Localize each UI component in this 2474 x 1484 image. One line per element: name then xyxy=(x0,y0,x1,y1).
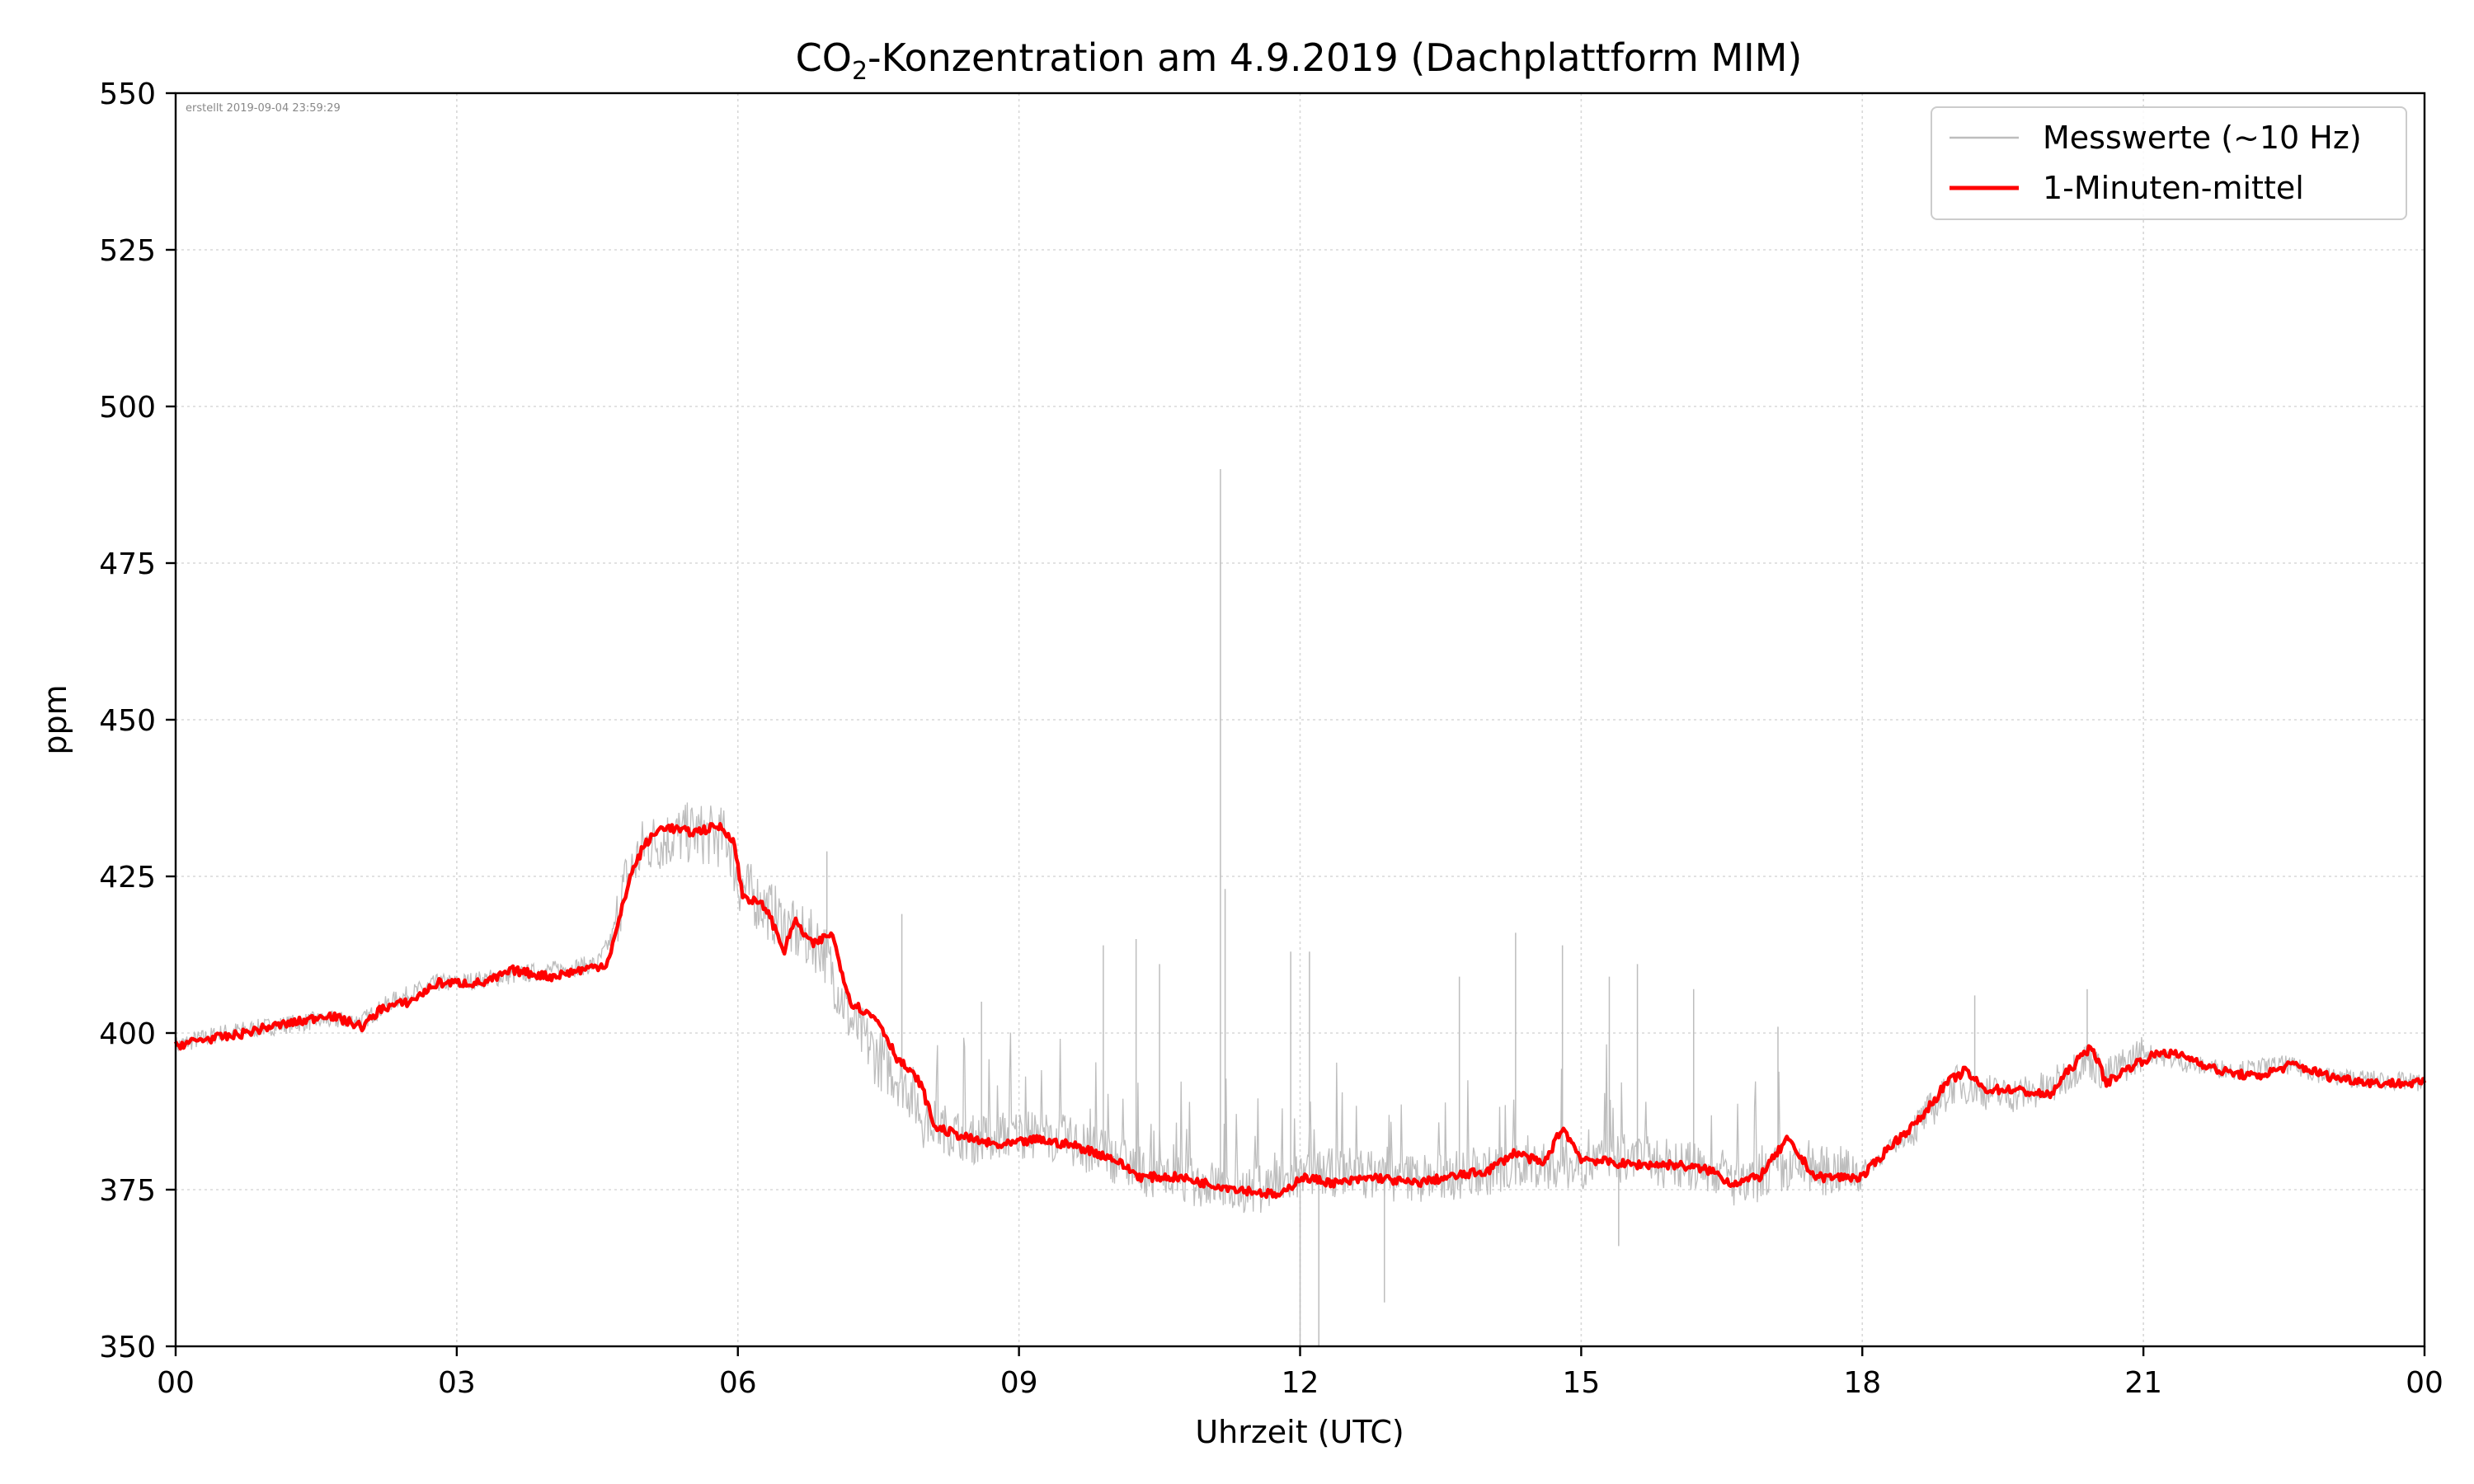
chart-title: CO2-Konzentration am 4.9.2019 (Dachplatt… xyxy=(796,35,1803,86)
mean-series-line xyxy=(173,822,2427,1200)
x-tick-label: 18 xyxy=(1843,1366,1881,1400)
x-axis-label: Uhrzeit (UTC) xyxy=(1195,1414,1404,1450)
x-tick-label: 06 xyxy=(719,1366,757,1400)
raw-series-line xyxy=(175,802,2425,1214)
x-tick-label: 03 xyxy=(438,1366,476,1400)
legend-label-mean: 1-Minuten-mittel xyxy=(2043,170,2304,206)
y-tick-label: 400 xyxy=(99,1017,156,1051)
creation-timestamp: erstellt 2019-09-04 23:59:29 xyxy=(186,102,341,115)
x-tick-label: 00 xyxy=(157,1366,195,1400)
y-axis-label: ppm xyxy=(37,684,73,754)
y-tick-label: 375 xyxy=(99,1174,156,1208)
y-tick-label: 350 xyxy=(99,1331,156,1364)
grid-lines xyxy=(176,93,2425,1346)
legend-box xyxy=(1931,106,2407,220)
axis-ticks: 00 03 06 09 12 15 18 21 003503754004254504755005… xyxy=(99,77,2443,1400)
y-tick-label: 425 xyxy=(99,861,156,895)
y-tick-label: 475 xyxy=(99,547,156,581)
y-tick-label: 450 xyxy=(99,704,156,738)
mean-series-layer xyxy=(173,822,2427,1200)
x-tick-label: 15 xyxy=(1562,1366,1600,1400)
y-tick-label: 525 xyxy=(99,234,156,268)
x-tick-label: 09 xyxy=(1000,1366,1038,1400)
y-tick-label: 550 xyxy=(99,77,156,111)
x-tick-label: 12 xyxy=(1282,1366,1319,1400)
x-tick-label: 00 xyxy=(2406,1366,2443,1400)
legend: Messwerte (~10 Hz) 1-Minuten-mittel xyxy=(1931,106,2407,220)
y-tick-label: 500 xyxy=(99,391,156,425)
legend-label-raw: Messwerte (~10 Hz) xyxy=(2043,120,2362,156)
x-tick-label: 21 xyxy=(2124,1366,2162,1400)
